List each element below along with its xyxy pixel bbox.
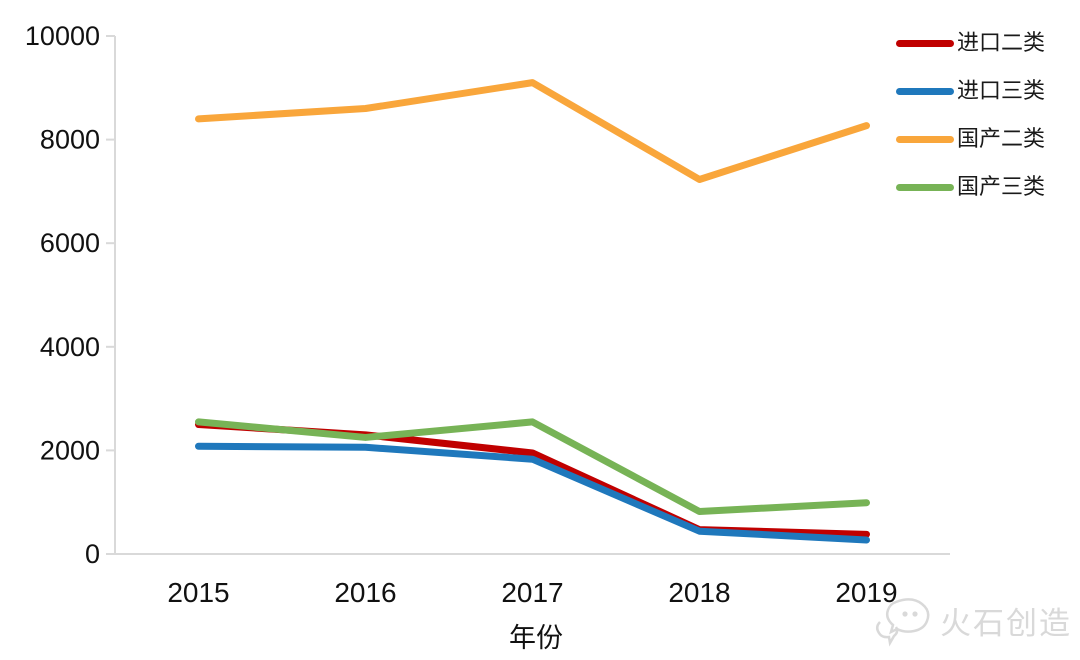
y-tick-label: 10000 <box>25 21 100 51</box>
legend-item: 国产三类 <box>896 175 1045 199</box>
y-tick-label: 8000 <box>40 125 100 155</box>
y-tick-label: 6000 <box>40 228 100 258</box>
legend-item: 进口三类 <box>896 79 1045 103</box>
legend-swatch-icon <box>896 183 954 191</box>
y-tick-label: 0 <box>85 539 100 569</box>
x-tick-label: 2017 <box>501 577 563 608</box>
x-tick-label: 2018 <box>668 577 730 608</box>
x-tick-label: 2015 <box>167 577 229 608</box>
x-axis-title: 年份 <box>509 623 563 653</box>
x-tick-label: 2019 <box>835 577 897 608</box>
legend-item: 国产二类 <box>896 127 1045 151</box>
series-line-3 <box>195 418 870 516</box>
legend-item: 进口二类 <box>896 31 1045 55</box>
legend-swatch-icon <box>896 39 954 47</box>
legend-swatch-icon <box>896 135 954 143</box>
watermark-text: 火石创造 <box>940 605 1072 641</box>
legend: 进口二类 进口三类 国产二类 国产三类 <box>896 31 1045 199</box>
legend-swatch-icon <box>896 87 954 95</box>
x-tick-label: 2016 <box>334 577 396 608</box>
y-tick-label: 2000 <box>40 435 100 465</box>
legend-label: 国产三类 <box>957 174 1046 199</box>
watermark-logo-icon <box>876 598 930 647</box>
legend-label: 进口二类 <box>957 30 1046 55</box>
legend-label: 进口三类 <box>957 78 1046 103</box>
series-line-2 <box>195 79 870 183</box>
series-line-0 <box>195 421 870 538</box>
y-tick-label: 4000 <box>40 332 100 362</box>
watermark: 火石创造 <box>874 592 1072 648</box>
series-line-1 <box>195 442 870 544</box>
legend-label: 国产二类 <box>957 126 1046 151</box>
